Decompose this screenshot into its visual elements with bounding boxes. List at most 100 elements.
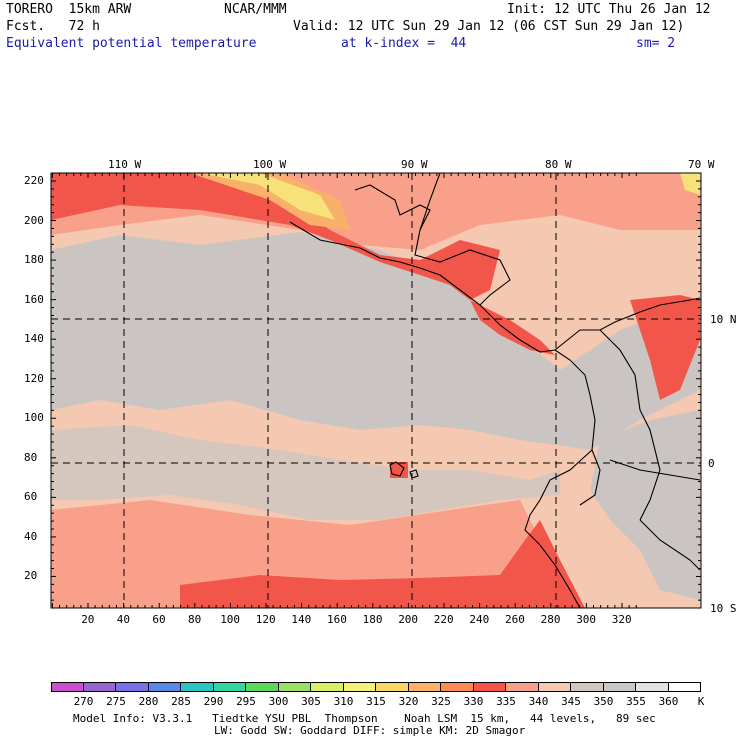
colorbar-label: 300 bbox=[268, 695, 289, 708]
yellow-region-caribbean bbox=[680, 173, 700, 195]
colorbar-label: 280 bbox=[138, 695, 159, 708]
y-tick-label: 140 bbox=[24, 332, 44, 346]
lat-label-10n: 10 N bbox=[710, 313, 737, 326]
colorbar-label: 355 bbox=[626, 695, 646, 708]
x-tick-label: 280 bbox=[540, 613, 561, 626]
y-tick-label: 60 bbox=[24, 490, 38, 504]
colorbar-label: 360 bbox=[658, 695, 679, 708]
colorbar-cell bbox=[311, 682, 344, 692]
x-tick-label: 200 bbox=[398, 613, 419, 626]
lon-label-70w: 70 W bbox=[688, 158, 715, 171]
colorbar-cell bbox=[603, 682, 636, 692]
y-tick-label: 160 bbox=[24, 292, 44, 306]
yellow-region-mexico bbox=[200, 173, 335, 220]
init-time: Init: 12 UTC Thu 26 Jan 12 bbox=[507, 2, 711, 17]
colorbar-label: 310 bbox=[333, 695, 354, 708]
galapagos-hotspot bbox=[390, 462, 408, 478]
colorbar-label: 315 bbox=[366, 695, 386, 708]
colorbar-label: 295 bbox=[236, 695, 256, 708]
organization: NCAR/MMM bbox=[224, 2, 287, 17]
forecast-hour: Fcst. 72 h bbox=[6, 19, 100, 34]
y-tick-label: 100 bbox=[24, 411, 44, 425]
hot-band-south bbox=[180, 520, 585, 608]
colorbar-cell bbox=[668, 682, 701, 692]
colorbar-cell bbox=[571, 682, 604, 692]
colorbar-cell bbox=[116, 682, 149, 692]
model-info-line2: LW: Godd SW: Goddard DIFF: simple KM: 2D… bbox=[214, 724, 526, 737]
y-tick-label: 20 bbox=[24, 569, 38, 583]
colorbar-label: 325 bbox=[431, 695, 451, 708]
level-info: at k-index = 44 bbox=[341, 36, 467, 51]
colorbar-cell bbox=[408, 682, 441, 692]
colorbar-cell bbox=[246, 682, 279, 692]
colorbar-label: 340 bbox=[528, 695, 549, 708]
field-name: Equivalent potential temperature bbox=[6, 36, 257, 51]
y-tick-label: 40 bbox=[24, 529, 38, 543]
axis-ticks bbox=[51, 173, 701, 608]
colorbar-cell bbox=[213, 682, 246, 692]
x-tick-label: 260 bbox=[505, 613, 525, 626]
x-tick-label: 220 bbox=[433, 613, 454, 626]
model-name: TORERO 15km ARW bbox=[6, 2, 132, 17]
gray-region-center bbox=[51, 425, 560, 520]
colorbar-cell bbox=[376, 682, 409, 692]
y-tick-label: 180 bbox=[24, 253, 44, 267]
y-tick-label: 120 bbox=[24, 371, 44, 385]
colorbar-label: 330 bbox=[463, 695, 484, 708]
x-tick-label: 180 bbox=[362, 613, 383, 626]
colorbar-label: 335 bbox=[496, 695, 516, 708]
colorbar-cell bbox=[636, 682, 669, 692]
y-tick-label: 200 bbox=[24, 213, 44, 227]
hot-region-mexico bbox=[51, 173, 500, 300]
x-tick-label: 140 bbox=[291, 613, 312, 626]
gray-region-andes bbox=[590, 410, 700, 600]
colorbar-cell bbox=[181, 682, 214, 692]
lat-label-10s: 10 S bbox=[710, 602, 737, 615]
valid-time: Valid: 12 UTC Sun 29 Jan 12 (06 CST Sun … bbox=[293, 19, 685, 34]
colorbar-label: 320 bbox=[398, 695, 419, 708]
theta-e-field bbox=[51, 173, 701, 608]
x-tick-label: 60 bbox=[152, 613, 166, 626]
lat-label-0: 0 bbox=[708, 457, 715, 470]
colorbar-cell bbox=[83, 682, 116, 692]
lat-lon-grid bbox=[51, 173, 701, 608]
colorbar-cell bbox=[441, 682, 474, 692]
x-tick-label: 300 bbox=[576, 613, 597, 626]
x-tick-label: 240 bbox=[469, 613, 490, 626]
smoothing-info: sm= 2 bbox=[636, 36, 676, 51]
x-tick-label: 20 bbox=[81, 613, 95, 626]
x-tick-label: 80 bbox=[188, 613, 202, 626]
colorbar-label: 305 bbox=[301, 695, 321, 708]
colorbar-cell bbox=[148, 682, 181, 692]
x-tick-label: 120 bbox=[255, 613, 276, 626]
colorbar-label: 285 bbox=[171, 695, 191, 708]
lon-label-100w: 100 W bbox=[253, 158, 287, 171]
colorbar-label: 290 bbox=[203, 695, 224, 708]
lon-label-90w: 90 W bbox=[401, 158, 428, 171]
plot-frame bbox=[50, 172, 702, 609]
y-tick-label: 80 bbox=[24, 450, 38, 464]
hot-region-colombia bbox=[630, 295, 700, 400]
colorbar-cell bbox=[473, 682, 506, 692]
hot-region-costarica bbox=[470, 300, 555, 355]
colorbar-cell bbox=[538, 682, 571, 692]
colorbar-label: 275 bbox=[106, 695, 126, 708]
colorbar-cell bbox=[343, 682, 376, 692]
colorbar-label: 270 bbox=[73, 695, 94, 708]
gray-region-north bbox=[51, 232, 700, 450]
x-tick-label: 160 bbox=[327, 613, 347, 626]
colorbar-cell bbox=[51, 682, 84, 692]
colorbar-label: 350 bbox=[593, 695, 614, 708]
colorbar-label: 345 bbox=[561, 695, 581, 708]
lon-label-110w: 110 W bbox=[108, 158, 142, 171]
colorbar-unit: K bbox=[697, 695, 705, 708]
x-tick-label: 40 bbox=[116, 613, 131, 626]
x-tick-label: 100 bbox=[220, 613, 241, 626]
x-tick-label: 320 bbox=[611, 613, 632, 626]
orange-region-mexico bbox=[190, 173, 350, 230]
coastlines bbox=[289, 173, 701, 608]
colorbar-cell bbox=[506, 682, 539, 692]
lon-label-80w: 80 W bbox=[545, 158, 572, 171]
model-info-line1: Model Info: V3.3.1 Tiedtke YSU PBL Thomp… bbox=[73, 712, 656, 725]
